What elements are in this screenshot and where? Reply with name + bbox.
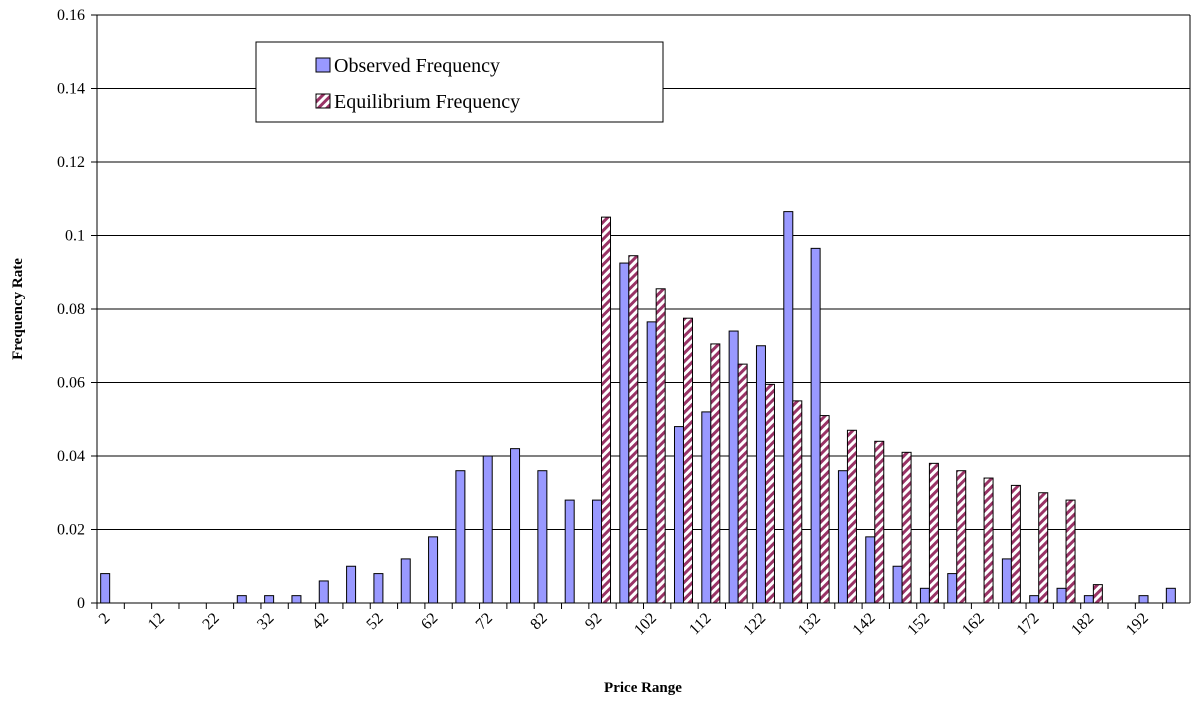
bar [892,565,903,604]
bar [455,470,466,604]
y-tick-label: 0.08 [57,301,85,318]
x-tick-label: 172 [1014,610,1043,639]
bar [646,321,657,604]
y-tick-label: 0.04 [57,448,85,465]
x-axis-title: Price Range [604,680,682,696]
bar [100,573,111,604]
bar [236,595,247,604]
x-tick-label: 32 [254,610,277,633]
bar [428,536,439,604]
x-tick-label: 82 [527,610,550,633]
bar [346,565,357,604]
x-tick-label: 142 [850,610,879,639]
legend-box [255,41,664,123]
x-tick-label: 52 [363,610,386,633]
legend-label: Equilibrium Frequency [334,91,520,113]
bar [1138,595,1149,604]
bar [755,345,766,604]
y-tick-label: 0 [77,595,85,612]
bar [928,462,939,604]
bar [373,573,384,604]
bar [628,255,639,604]
y-tick-label: 0.06 [57,375,85,392]
bar [510,448,521,604]
bar [619,262,630,604]
bar [901,451,912,604]
bar [783,211,794,604]
legend-swatch [315,93,331,109]
bar [764,383,775,604]
bar [291,595,302,604]
bar [1056,587,1067,604]
bar [865,536,876,604]
bar [673,426,684,604]
bar [919,587,930,604]
bar [482,455,493,604]
x-tick-label: 2 [96,610,114,628]
y-tick-label: 0.16 [57,7,85,24]
x-tick-label: 132 [795,610,824,639]
bar [1165,587,1176,604]
x-tick-label: 152 [904,610,933,639]
bar [792,400,803,604]
bar [728,330,739,604]
bar [737,363,748,604]
y-tick-label: 0.12 [57,154,85,171]
bar [819,415,830,604]
bar [983,477,994,604]
bar [874,440,885,604]
x-tick-label: 62 [418,610,441,633]
x-tick-label: 22 [199,610,222,633]
bar [1010,484,1021,604]
bar [1083,595,1094,604]
bar [318,580,329,604]
legend-label: Observed Frequency [334,55,500,77]
bar [537,470,548,604]
y-tick-label: 0.14 [57,81,85,98]
bar [1038,492,1049,604]
bar [655,288,666,604]
x-tick-label: 92 [582,610,605,633]
bar [1001,558,1012,604]
bar [710,343,721,604]
bar [810,247,821,604]
bar [956,470,967,604]
bar [846,429,857,604]
x-tick-label: 72 [473,610,496,633]
x-tick-label: 102 [631,610,660,639]
x-tick-label: 122 [740,610,769,639]
bar [701,411,712,604]
legend-swatch [315,57,331,73]
bar [1065,499,1076,604]
x-tick-label: 12 [145,610,168,633]
x-tick-label: 42 [309,610,332,633]
bar [564,499,575,604]
bar [837,470,848,604]
bar [682,317,693,604]
bar [947,573,958,604]
bar [601,216,612,604]
y-tick-label: 0.1 [65,228,85,245]
y-axis-title: Frequency Rate [10,258,26,360]
bar [400,558,411,604]
bar [264,595,275,604]
x-tick-label: 192 [1123,610,1152,639]
y-tick-label: 0.02 [57,522,85,539]
bar [1092,584,1103,604]
bar [592,499,603,604]
x-tick-label: 112 [686,610,715,639]
x-tick-label: 162 [959,610,988,639]
bar [1029,595,1040,604]
x-tick-label: 182 [1068,610,1097,639]
